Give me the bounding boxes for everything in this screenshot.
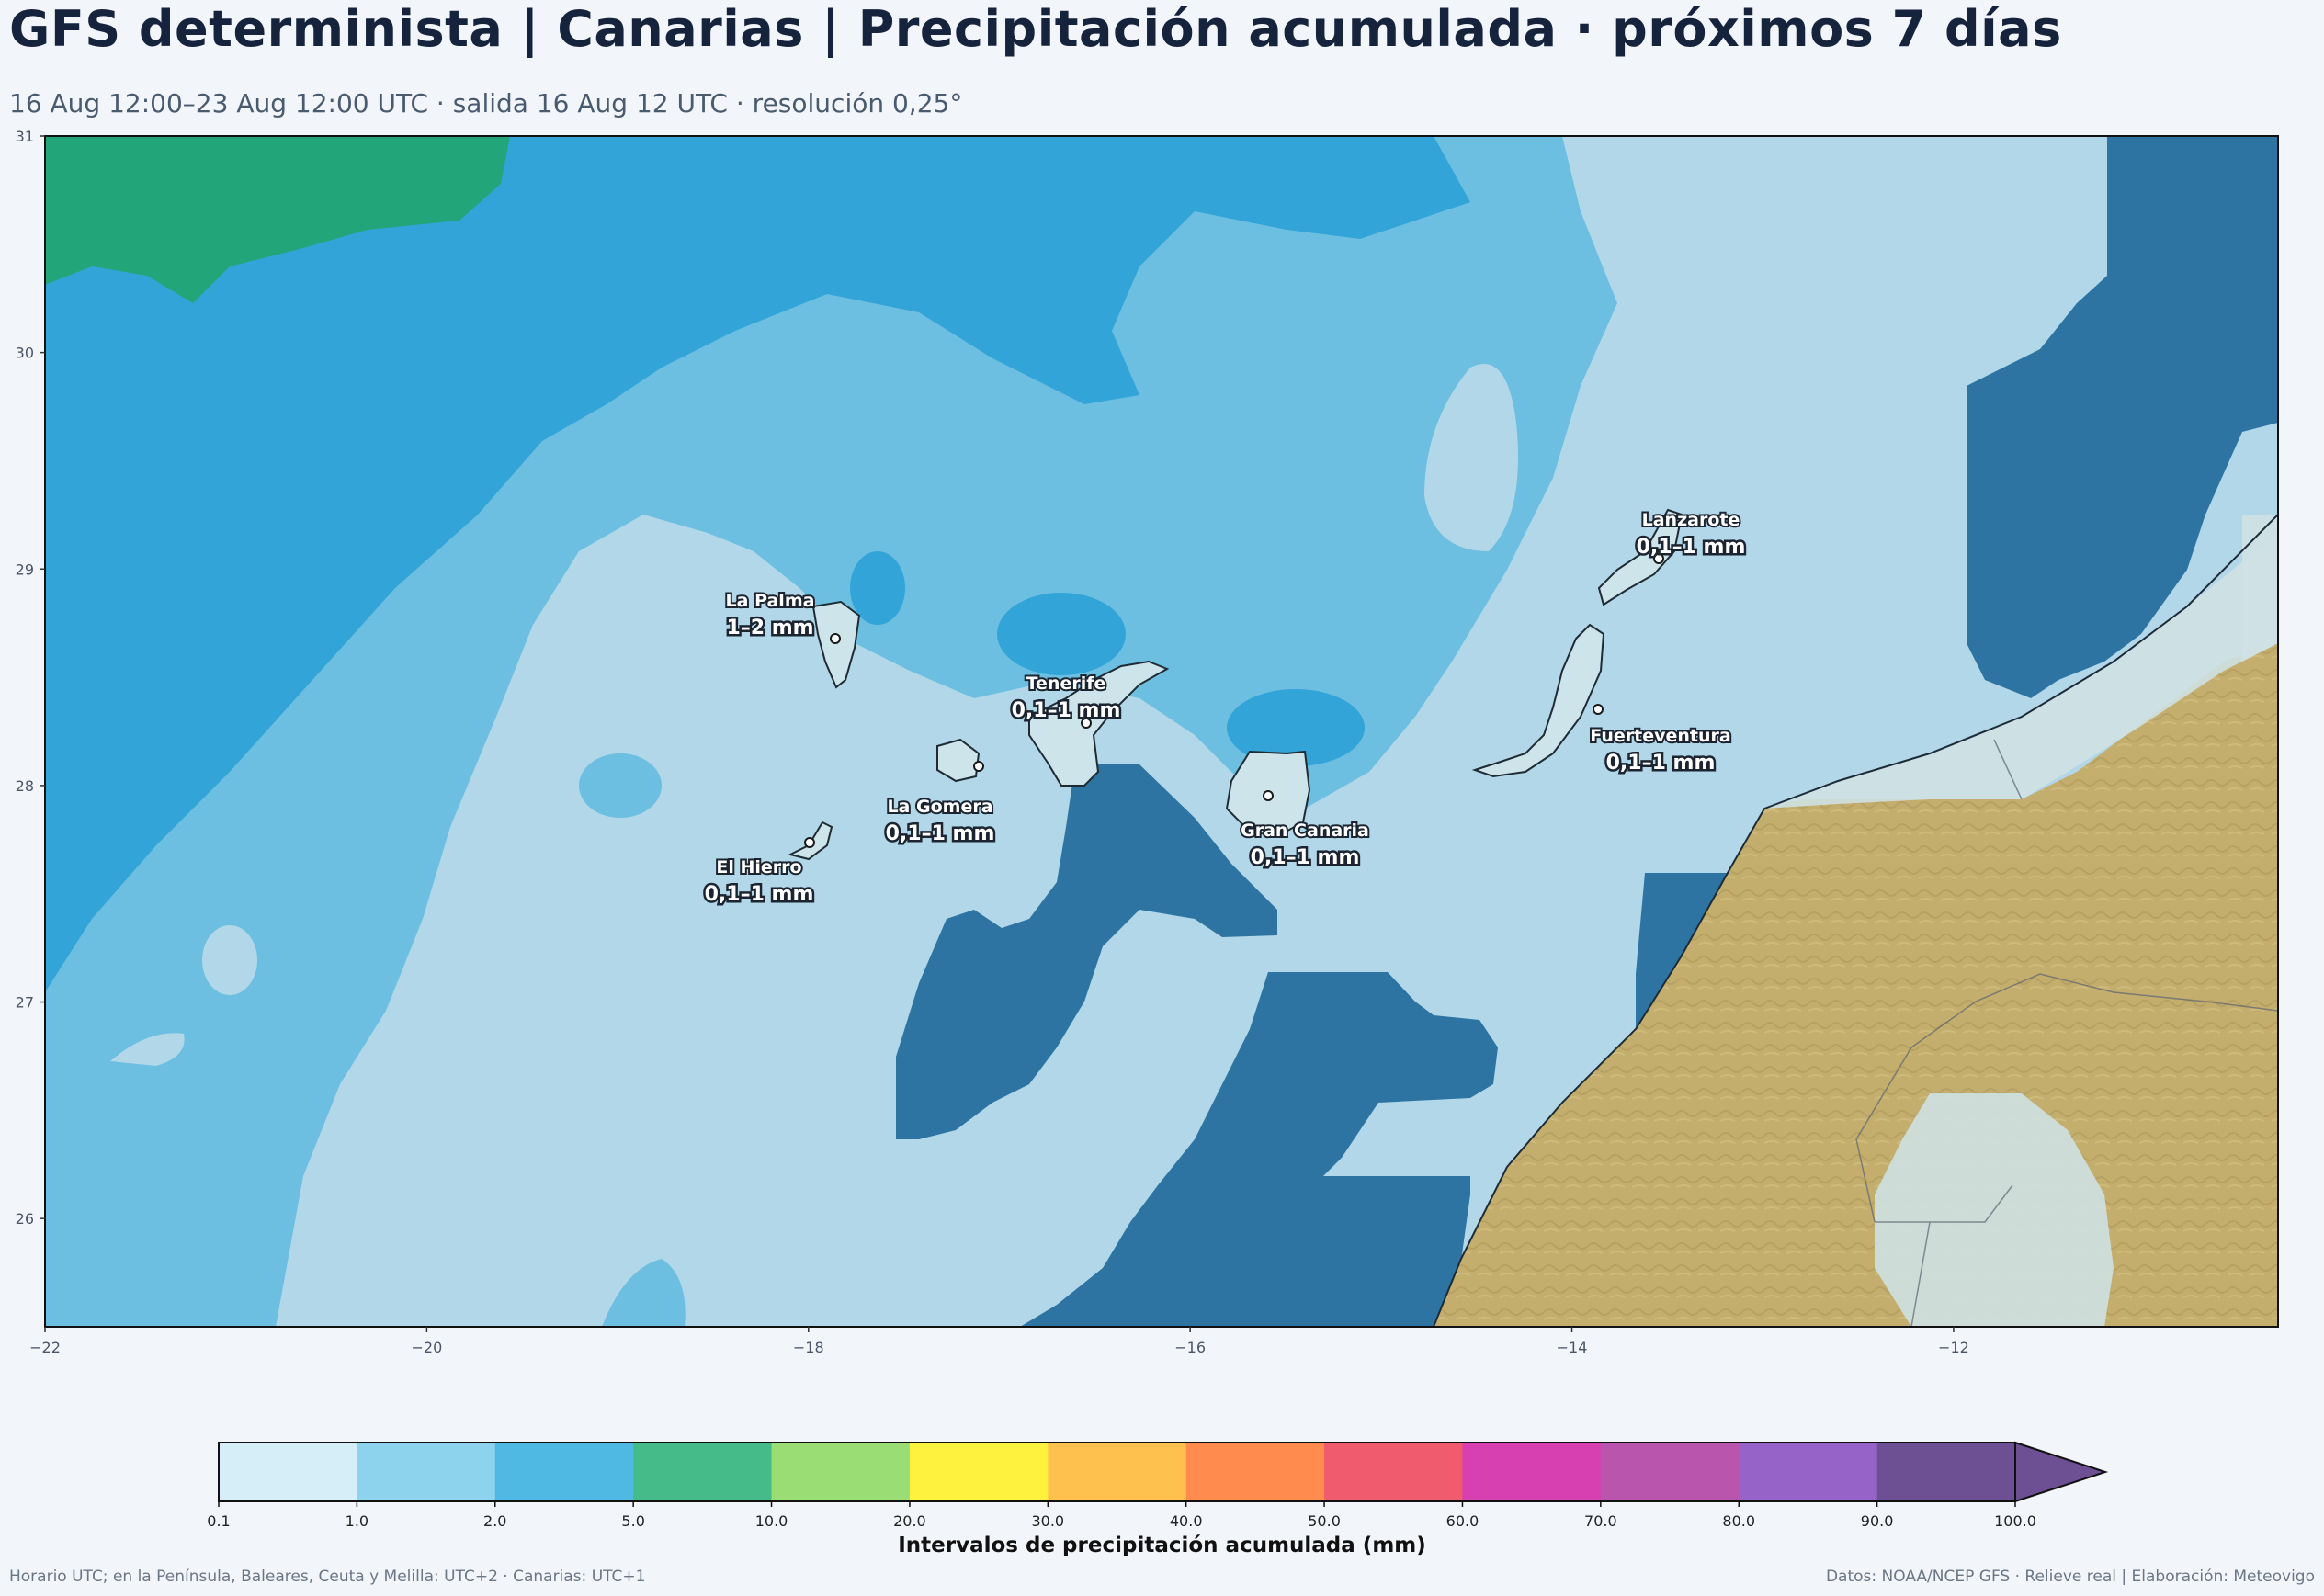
colorbar-tick-label: 90.0 — [1861, 1512, 1894, 1530]
island-la-palma — [811, 600, 861, 689]
field-dark-right — [1967, 136, 2278, 698]
footer-timezone-note: Horario UTC; en la Península, Baleares, … — [9, 1568, 646, 1586]
colorbar-tick-label: 5.0 — [621, 1512, 644, 1530]
marker-fuerteventura — [1593, 704, 1604, 715]
patch-light-1 — [1424, 364, 1518, 551]
colorbar-segment — [1739, 1443, 1878, 1501]
island-markers — [804, 553, 1664, 848]
field-green — [45, 136, 510, 303]
island-lanzarote — [1597, 508, 1683, 606]
island-la-gomera — [936, 738, 981, 783]
y-tick-label: 26 — [16, 1210, 34, 1228]
colorbar-segment — [1600, 1443, 1740, 1501]
colorbar-tick-label: 0.1 — [207, 1512, 230, 1530]
footer-credits: Datos: NOAA/NCEP GFS · Relieve real | El… — [1825, 1568, 2315, 1586]
x-tick-label: −12 — [1938, 1339, 1969, 1356]
colorbar-tick-label: 1.0 — [346, 1512, 368, 1530]
patch-mid-1 — [579, 753, 662, 818]
island-name-label: El Hierro — [716, 857, 801, 877]
island-name-label: Lanzarote — [1642, 510, 1740, 530]
y-tick-label: 27 — [16, 994, 34, 1012]
colorbar-segment — [494, 1443, 634, 1501]
colorbar-tick-label: 70.0 — [1584, 1512, 1617, 1530]
x-tick-label: −22 — [29, 1339, 61, 1356]
map-frame — [44, 135, 2279, 1328]
island-value-label: 0,1–1 mm — [705, 883, 814, 906]
colorbar: 0.1 1.0 2.0 5.0 10.0 20.0 30.0 40.0 50.0 60.0 70.0… — [207, 1441, 2109, 1530]
patch-mid-2 — [602, 1259, 686, 1327]
y-tick-label: 31 — [16, 128, 34, 145]
colorbar-segment — [1048, 1443, 1187, 1501]
blob-lapalma — [850, 551, 905, 625]
colorbar-segment — [1324, 1443, 1463, 1501]
map-fields — [45, 136, 2278, 1327]
colorbar-tick-label: 60.0 — [1446, 1512, 1479, 1530]
patch-light-2 — [202, 925, 257, 995]
colorbar-segment — [1185, 1443, 1325, 1501]
x-axis: −22 −20 −18 −16 −14 −12 — [29, 1327, 1969, 1356]
colorbar-segment — [219, 1443, 357, 1501]
colorbar-title: Intervalos de precipitación acumulada (m… — [898, 1534, 1426, 1557]
island-name-label: La Palma — [726, 591, 815, 611]
colorbar-segment — [909, 1443, 1049, 1501]
colorbar-segment — [633, 1443, 773, 1501]
island-value-label: 0,1–1 mm — [1012, 699, 1121, 722]
island-fuerteventura — [1471, 623, 1605, 778]
colorbar-tick-label: 40.0 — [1170, 1512, 1203, 1530]
field-dark-center — [896, 764, 1277, 1139]
island-value-label: 0,1–1 mm — [1637, 536, 1746, 559]
coastline-africa — [1433, 514, 2278, 1327]
y-tick-label: 29 — [16, 560, 34, 578]
colorbar-segment — [771, 1443, 911, 1501]
island-tenerife — [1028, 660, 1170, 787]
colorbar-tick-label: 50.0 — [1308, 1512, 1341, 1530]
blob-tenerife-north — [997, 593, 1126, 675]
colorbar-segment — [357, 1443, 496, 1501]
x-tick-label: −16 — [1174, 1339, 1206, 1356]
colorbar-frame — [218, 1442, 2016, 1502]
x-tick-label: −18 — [793, 1339, 824, 1356]
island-value-label: 0,1–1 mm — [1606, 752, 1716, 775]
island-value-label: 1–2 mm — [726, 617, 813, 640]
page-subtitle: 16 Aug 12:00–23 Aug 12:00 UTC · salida 1… — [9, 88, 963, 119]
land-light-coast — [1764, 533, 2278, 809]
islands — [788, 508, 1683, 861]
island-name-label: Gran Canaria — [1241, 821, 1369, 841]
colorbar-tick-label: 10.0 — [755, 1512, 788, 1530]
island-value-label: 0,1–1 mm — [1251, 846, 1360, 869]
colorbar-tick-label: 80.0 — [1722, 1512, 1755, 1530]
field-blue — [45, 136, 1470, 992]
field-dark-bottom — [1020, 972, 1498, 1327]
blob-grancanaria-north — [1227, 689, 1365, 766]
y-tick-label: 28 — [16, 777, 34, 795]
border-lines — [1855, 739, 2278, 1327]
marker-lanzarote — [1653, 553, 1664, 564]
x-tick-label: −20 — [412, 1339, 443, 1356]
marker-la-gomera — [973, 761, 984, 772]
island-name-label: La Gomera — [887, 797, 992, 817]
island-value-label: 0,1–1 mm — [886, 822, 995, 845]
marker-el-hierro — [804, 837, 815, 848]
x-tick-label: −14 — [1557, 1339, 1588, 1356]
marker-la-palma — [830, 633, 841, 644]
patch-light-3 — [110, 1033, 185, 1066]
y-axis: 31 30 29 28 27 26 — [16, 128, 45, 1228]
colorbar-extend-arrow — [2014, 1441, 2109, 1503]
colorbar-tick-label: 20.0 — [893, 1512, 926, 1530]
colorbar-tick-label: 2.0 — [483, 1512, 506, 1530]
marker-tenerife — [1081, 718, 1092, 729]
y-tick-label: 30 — [16, 345, 34, 362]
colorbar-tick-label: 30.0 — [1031, 1512, 1064, 1530]
land-light-north — [2242, 515, 2278, 662]
colorbar-segment — [1876, 1443, 2016, 1501]
colorbar-tick-label: 100.0 — [1994, 1512, 2036, 1530]
colorbar-segment — [1462, 1443, 1602, 1501]
island-name-label: Fuerteventura — [1590, 726, 1730, 746]
island-name-label: Tenerife — [1026, 673, 1106, 694]
island-labels: La Palma 1–2 mm Tenerife 0,1–1 mm La Gomera 0… — [702, 508, 1748, 909]
marker-gran-canaria — [1263, 790, 1274, 801]
page-title: GFS determinista | Canarias | Precipitac… — [9, 0, 2062, 58]
